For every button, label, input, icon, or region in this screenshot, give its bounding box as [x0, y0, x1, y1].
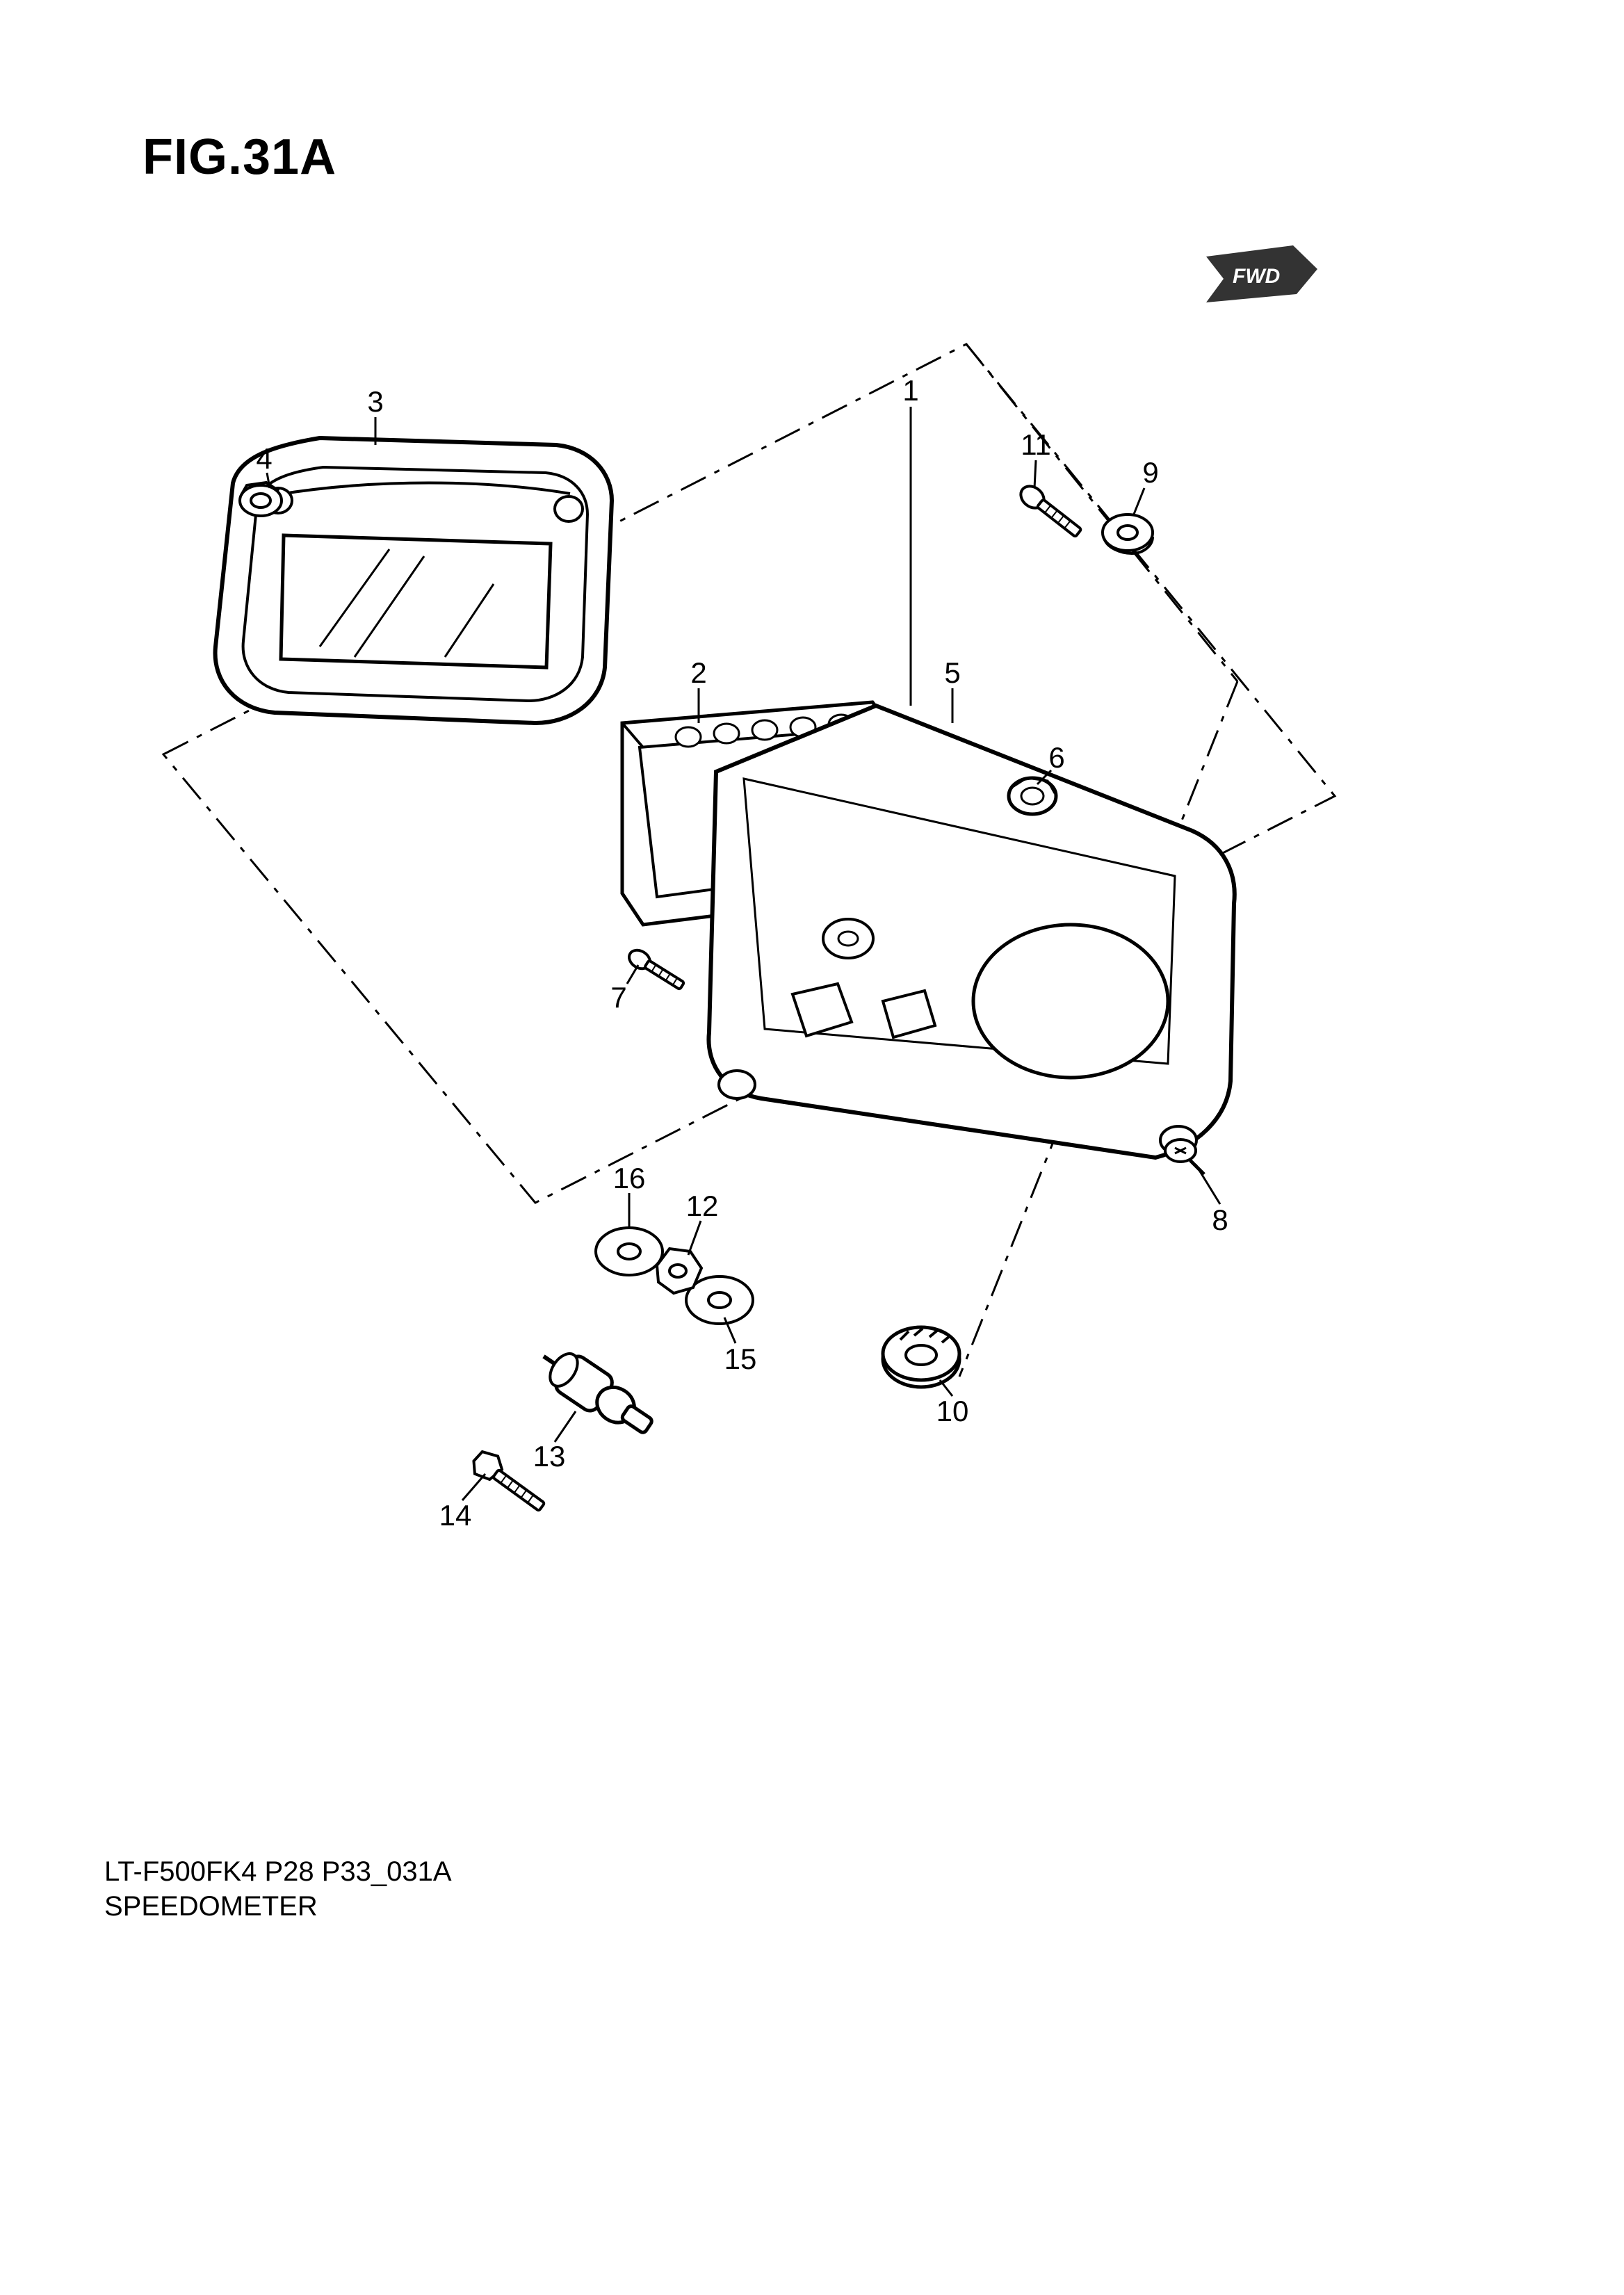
fwd-text: FWD — [1233, 265, 1280, 288]
callout-8: 8 — [1212, 1203, 1228, 1237]
callout-12: 12 — [686, 1190, 719, 1223]
rotor-12-icon — [657, 1249, 701, 1293]
sensor-13-icon — [532, 1339, 660, 1445]
axis-line — [966, 344, 1237, 681]
cap-10-icon — [883, 1327, 959, 1387]
washer-16-icon — [596, 1228, 663, 1275]
nut-icon — [240, 482, 282, 516]
callout-7: 7 — [610, 981, 626, 1014]
bolt-11-icon — [1016, 482, 1085, 541]
housing-icon — [708, 706, 1234, 1158]
callout-13: 13 — [533, 1440, 566, 1473]
callout-6: 6 — [1048, 741, 1064, 775]
callout-10: 10 — [936, 1395, 969, 1428]
callout-14: 14 — [439, 1499, 472, 1532]
washer-9-icon — [1103, 514, 1153, 553]
callout-15: 15 — [724, 1343, 757, 1376]
callout-9: 9 — [1142, 456, 1158, 489]
callout-2: 2 — [690, 656, 706, 690]
speedometer-icon — [216, 438, 612, 723]
callout-11: 11 — [1021, 428, 1051, 462]
callout-1: 1 — [902, 374, 918, 407]
page: FIG.31A DM MOTORPARTS FWD — [0, 0, 1624, 2295]
fwd-badge-icon: FWD — [1206, 245, 1317, 302]
callout-16: 16 — [613, 1162, 646, 1195]
callout-3: 3 — [367, 385, 383, 419]
footer-code: LT-F500FK4 P28 P33_031A — [104, 1856, 452, 1888]
callout-4: 4 — [256, 442, 272, 476]
footer-name: SPEEDOMETER — [104, 1891, 318, 1922]
exploded-diagram: FWD — [0, 0, 1624, 2295]
callout-5: 5 — [944, 656, 960, 690]
